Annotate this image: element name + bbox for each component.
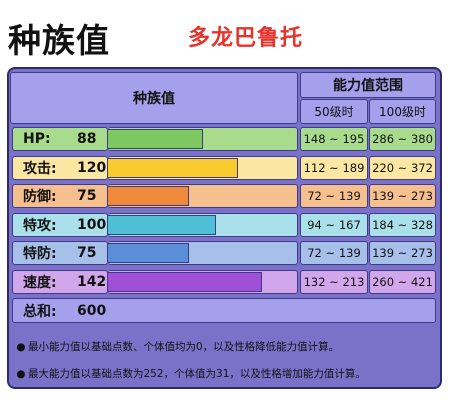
stat-bar-track bbox=[108, 184, 298, 208]
lv50-header: 50级时 bbox=[300, 99, 368, 124]
range-lv100: 220 ~ 372 bbox=[369, 156, 436, 180]
stat-name: HP: bbox=[23, 131, 51, 147]
stat-bar-track bbox=[108, 213, 298, 237]
note-max: ● 最大能力值以基础点数为252，个体值为31，以及性格增加能力值计算。 bbox=[14, 366, 366, 381]
page-title: 种族值 bbox=[8, 21, 110, 60]
stat-bar-track bbox=[108, 156, 298, 180]
note-min: ● 最小能力值以基础点数、个体值均为0，以及性格降低能力值计算。 bbox=[14, 339, 339, 354]
stat-bar-track bbox=[108, 241, 298, 265]
range-lv100: 286 ~ 380 bbox=[369, 127, 436, 151]
range-lv100: 260 ~ 421 bbox=[369, 270, 436, 294]
stat-name: 攻击: bbox=[23, 161, 57, 177]
note-max-text: 最大能力值以基础点数为252，个体值为31，以及性格增加能力值计算。 bbox=[28, 368, 366, 380]
stat-label-cell: 特攻: 100 bbox=[12, 213, 108, 237]
range-lv50: 94 ~ 167 bbox=[300, 213, 368, 237]
stat-label-cell: 特防: 75 bbox=[12, 241, 108, 265]
stat-value: 120 bbox=[77, 160, 107, 176]
total-row: 总和: 600 bbox=[12, 298, 436, 323]
stat-label-cell: 防御: 75 bbox=[12, 184, 108, 208]
stat-name: 特防: bbox=[23, 246, 57, 262]
stat-bar-fill bbox=[108, 215, 216, 235]
range-lv100: 139 ~ 273 bbox=[369, 241, 436, 265]
range-lv50: 72 ~ 139 bbox=[300, 184, 368, 208]
range-lv100: 139 ~ 273 bbox=[369, 184, 436, 208]
stat-value: 100 bbox=[77, 217, 107, 233]
stat-value: 75 bbox=[77, 188, 97, 204]
pokemon-name: 多龙巴鲁托 bbox=[188, 26, 304, 51]
stat-bar-track bbox=[108, 127, 298, 151]
stat-value: 75 bbox=[77, 245, 97, 261]
stat-bar-fill bbox=[108, 243, 189, 263]
bullet-icon: ● bbox=[16, 341, 26, 353]
bullet-icon: ● bbox=[16, 368, 26, 380]
stat-value: 142 bbox=[77, 274, 107, 290]
range-lv50: 72 ~ 139 bbox=[300, 241, 368, 265]
range-column-header: 能力值范围 bbox=[300, 72, 436, 98]
range-lv100: 184 ~ 328 bbox=[369, 213, 436, 237]
stat-name: 特攻: bbox=[23, 218, 57, 234]
stat-name: 速度: bbox=[23, 275, 57, 291]
stats-column-header: 种族值 bbox=[10, 72, 298, 124]
stat-bar-fill bbox=[108, 186, 189, 206]
lv100-header: 100级时 bbox=[369, 99, 436, 124]
stat-bar-fill bbox=[108, 129, 203, 149]
stat-bar-fill bbox=[108, 158, 238, 178]
stat-label-cell: 攻击: 120 bbox=[12, 156, 108, 180]
total-value: 600 bbox=[77, 302, 107, 319]
stat-value: 88 bbox=[77, 131, 97, 147]
note-min-text: 最小能力值以基础点数、个体值均为0，以及性格降低能力值计算。 bbox=[28, 341, 340, 353]
range-lv50: 112 ~ 189 bbox=[300, 156, 368, 180]
stat-bar-fill bbox=[108, 272, 262, 292]
stat-name: 防御: bbox=[23, 189, 57, 205]
stat-label-cell: HP: 88 bbox=[12, 127, 108, 151]
range-lv50: 132 ~ 213 bbox=[300, 270, 368, 294]
total-label: 总和: bbox=[23, 303, 57, 320]
stat-bar-track bbox=[108, 270, 298, 294]
range-lv50: 148 ~ 195 bbox=[300, 127, 368, 151]
stat-label-cell: 速度: 142 bbox=[12, 270, 108, 294]
